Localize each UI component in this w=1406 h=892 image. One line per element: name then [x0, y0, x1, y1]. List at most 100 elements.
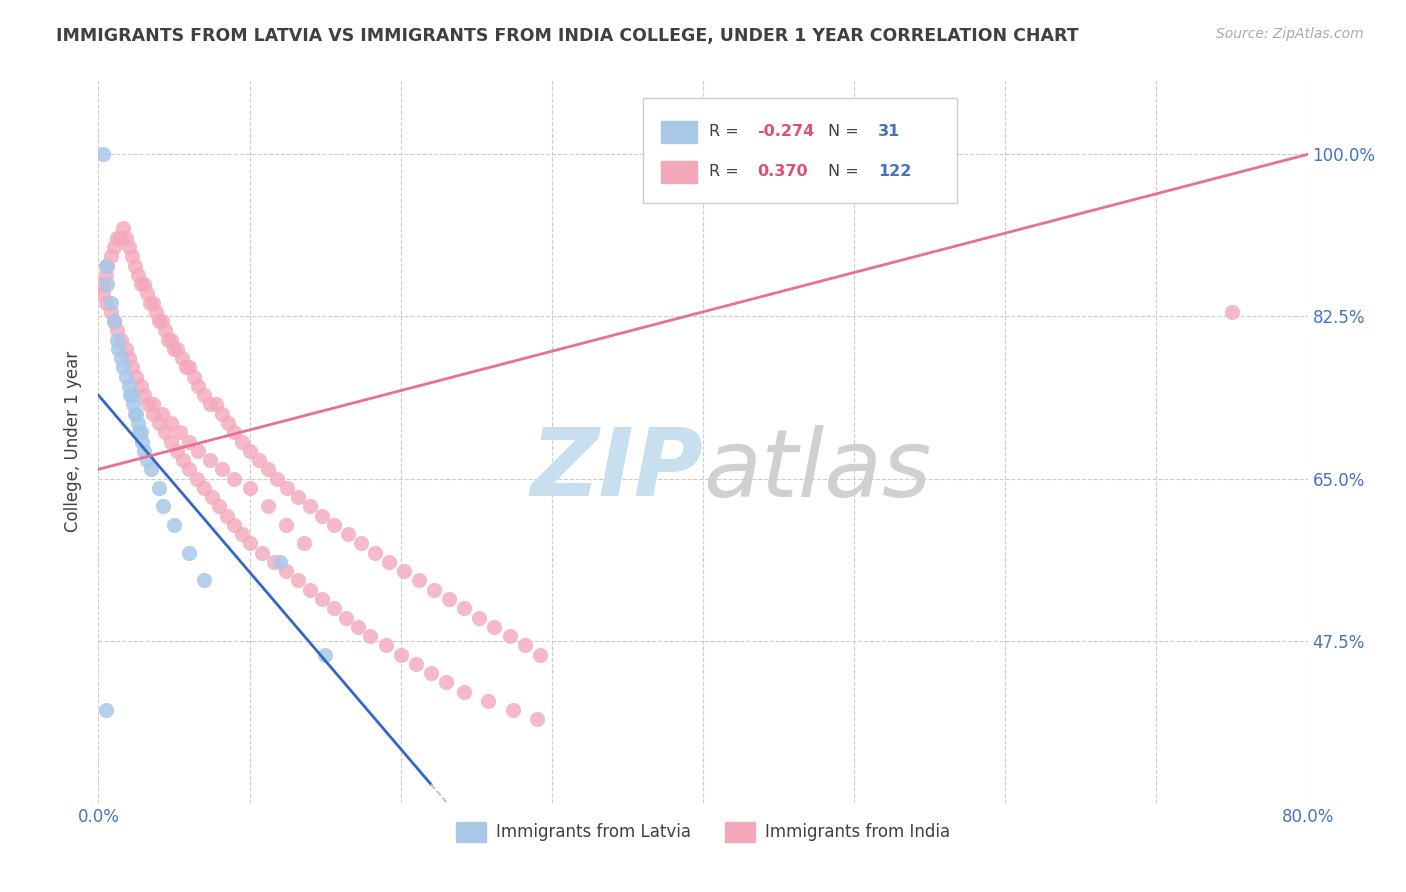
Point	[477, 694, 499, 708]
Point	[274, 564, 297, 578]
Text: R =: R =	[709, 164, 744, 178]
Point	[502, 703, 524, 717]
Point	[179, 546, 201, 560]
Point	[526, 713, 548, 727]
Point	[266, 472, 288, 486]
Point	[299, 582, 322, 597]
Point	[347, 620, 370, 634]
Point	[129, 425, 152, 440]
Point	[100, 249, 122, 263]
Point	[160, 333, 183, 347]
Point	[276, 481, 298, 495]
Text: 122: 122	[879, 164, 911, 178]
Point	[224, 472, 246, 486]
Point	[135, 286, 157, 301]
Point	[142, 397, 165, 411]
Point	[256, 462, 278, 476]
Point	[142, 407, 165, 421]
Point	[163, 517, 186, 532]
Point	[96, 259, 118, 273]
Point	[231, 527, 253, 541]
Point	[360, 629, 382, 643]
Point	[193, 388, 215, 402]
Text: -0.274: -0.274	[758, 124, 814, 139]
Point	[377, 555, 399, 569]
Point	[111, 360, 134, 375]
Point	[211, 407, 233, 421]
Point	[323, 517, 346, 532]
Point	[122, 397, 145, 411]
Point	[100, 295, 122, 310]
Point	[200, 453, 222, 467]
Point	[231, 434, 253, 449]
Point	[193, 481, 215, 495]
Point	[160, 434, 183, 449]
Point	[91, 277, 114, 291]
Point	[132, 388, 155, 402]
Point	[208, 500, 231, 514]
Point	[114, 369, 136, 384]
Text: IMMIGRANTS FROM LATVIA VS IMMIGRANTS FROM INDIA COLLEGE, UNDER 1 YEAR CORRELATIO: IMMIGRANTS FROM LATVIA VS IMMIGRANTS FRO…	[56, 27, 1078, 45]
Point	[513, 638, 536, 652]
Point	[335, 610, 357, 624]
Point	[125, 407, 148, 421]
Point	[103, 240, 125, 254]
Point	[311, 592, 333, 607]
Point	[94, 268, 117, 282]
Point	[131, 434, 153, 449]
Point	[121, 249, 143, 263]
Point	[453, 684, 475, 698]
Point	[201, 490, 224, 504]
Point	[103, 314, 125, 328]
Point	[132, 443, 155, 458]
Point	[96, 277, 118, 291]
Point	[150, 407, 173, 421]
Point	[174, 360, 197, 375]
Point	[187, 443, 209, 458]
Text: atlas: atlas	[703, 425, 931, 516]
Point	[108, 231, 131, 245]
Point	[150, 314, 173, 328]
Point	[124, 259, 146, 273]
Point	[292, 536, 315, 550]
Point	[437, 592, 460, 607]
Point	[215, 508, 238, 523]
Point	[118, 240, 141, 254]
Text: N =: N =	[828, 124, 863, 139]
Point	[91, 286, 114, 301]
Point	[94, 703, 117, 717]
Point	[169, 425, 191, 440]
Point	[239, 481, 262, 495]
Text: N =: N =	[828, 164, 863, 178]
Point	[311, 508, 333, 523]
Point	[121, 360, 143, 375]
Point	[170, 351, 193, 366]
Point	[274, 517, 297, 532]
Point	[269, 555, 291, 569]
Point	[247, 453, 270, 467]
Point	[374, 638, 396, 652]
Point	[94, 259, 117, 273]
Point	[263, 555, 285, 569]
Point	[193, 574, 215, 588]
Point	[434, 675, 457, 690]
Point	[127, 268, 149, 282]
Point	[166, 443, 188, 458]
Point	[239, 443, 262, 458]
Point	[125, 369, 148, 384]
Point	[91, 147, 114, 161]
Point	[239, 536, 262, 550]
Point	[111, 221, 134, 235]
Point	[389, 648, 412, 662]
Point	[105, 333, 128, 347]
Point	[148, 314, 170, 328]
Point	[498, 629, 520, 643]
Text: ZIP: ZIP	[530, 425, 703, 516]
Point	[120, 388, 142, 402]
Point	[423, 582, 446, 597]
Text: Source: ZipAtlas.com: Source: ZipAtlas.com	[1216, 27, 1364, 41]
Point	[136, 397, 159, 411]
Point	[94, 295, 117, 310]
Point	[118, 379, 141, 393]
Point	[141, 462, 163, 476]
